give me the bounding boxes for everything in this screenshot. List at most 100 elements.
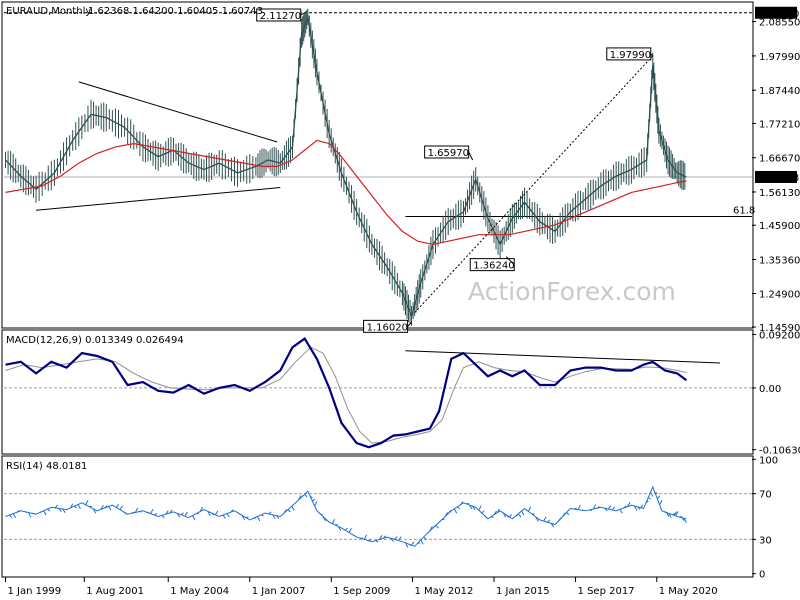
rsi-jitter [69,503,74,509]
rsi-jitter [596,506,600,509]
trendline-triangle-lower [36,187,281,211]
rsi-jitter [352,534,356,537]
rsi-jitter [634,505,638,511]
rsi-jitter [637,506,641,510]
rsi-jitter [550,523,555,528]
rsi-y-tick-label: 30 [759,535,772,546]
rsi-jitter [502,512,507,518]
rsi-jitter [435,524,439,529]
rsi-jitter [62,508,66,513]
rsi-jitter [230,509,234,513]
price-label-connector [468,151,474,161]
rsi-jitter [420,539,424,545]
price-y-tick-label: 1.66670 [759,154,800,165]
rsi-jitter [515,514,519,517]
x-tick-label: 1 May 2012 [414,586,473,597]
rsi-jitter [301,494,305,498]
rsi-jitter [165,510,169,515]
price-label-connector [650,53,654,57]
rsi-jitter [192,515,196,521]
rsi-jitter [100,504,104,510]
rsi-jitter [325,518,329,523]
rsi-jitter [176,513,181,518]
rsi-jitter [8,514,13,519]
rsi-jitter [73,505,77,509]
price-y-tick-label: 1.87440 [759,86,800,97]
macd-header: MACD(12,26,9) 0.013349 0.026494 [6,335,184,346]
rsi-jitter [314,501,318,507]
rsi-jitter [348,528,352,533]
price-y-tick-label: 1.14590 [759,323,800,334]
price-y-tick-label: 1.56130 [759,188,800,199]
rsi-jitter [679,515,683,518]
rsi-jitter [115,504,120,508]
rsi-jitter [478,505,482,511]
rsi-jitter [150,508,154,514]
rsi-jitter [490,516,494,519]
rsi-jitter [673,511,678,516]
rsi-jitter [43,510,47,516]
rsi-jitter [16,510,20,513]
rsi-jitter [675,511,679,517]
macd-line [5,337,688,449]
reference-level-badge [755,6,797,19]
rsi-jitter [447,509,452,514]
rsi-jitter [47,508,51,512]
rsi-jitter [283,509,287,514]
price-y-tick-label: 1.24900 [759,289,800,300]
rsi-jitter [54,504,58,509]
rsi-jitter [77,504,81,510]
rsi-jitter [623,505,627,509]
rsi-jitter [211,512,215,516]
rsi-jitter [154,513,158,516]
rsi-jitter [650,491,654,497]
rsi-jitter [518,513,522,518]
rsi-jitter [146,511,150,514]
rsi-jitter [668,513,672,518]
rsi-jitter [423,536,427,541]
rsi-jitter [408,543,412,546]
moving-average-line [5,139,687,246]
rsi-jitter [180,512,184,516]
rsi-jitter [444,512,449,517]
rsi-jitter [577,504,581,510]
rsi-jitter [222,514,226,519]
rsi-jitter [335,523,338,526]
rsi-jitter [592,504,597,510]
x-tick-label: 1 Sep 2009 [333,586,390,597]
price-y-tick-label: 2.08550 [759,18,800,29]
rsi-jitter [535,516,539,522]
rsi-jitter [666,512,670,517]
rsi-jitter [558,517,562,521]
x-tick-label: 1 Jan 2015 [496,586,550,597]
current-price-badge [755,170,797,183]
rsi-jitter [169,509,173,514]
rsi-jitter [367,539,371,542]
macd-layer [4,337,752,449]
macd-panel-frame [1,329,754,455]
rsi-jitter [432,525,436,529]
rsi-jitter [589,509,593,512]
rsi-jitter [683,517,687,524]
price-layer: 61.8 2.11270 1.97990 1.65970 1.36240 1.16020 [4,8,755,333]
x-tick-label: 1 May 2004 [170,586,229,597]
rsi-jitter [390,537,394,542]
price-y-tick-label: 1.45900 [759,221,800,232]
x-tick-label: 1 Sep 2017 [578,586,635,597]
rsi-jitter [161,515,165,519]
price-label-text: 1.97990 [610,50,651,61]
rsi-jitter [304,493,308,498]
rsi-jitter [573,507,577,510]
rsi-jitter [241,515,246,520]
rsi-jitter [85,499,89,506]
rsi-jitter [472,505,476,511]
rsi-jitter [291,505,295,511]
rsi-jitter [104,505,108,509]
rsi-jitter [344,527,348,531]
rsi-jitter [659,499,663,506]
trendline-triangle-upper [78,81,278,143]
fib-level-label: 61.8 [733,205,755,216]
rsi-jitter [238,512,242,516]
price-label-text: 1.65970 [428,148,469,159]
rsi-jitter [521,510,525,516]
